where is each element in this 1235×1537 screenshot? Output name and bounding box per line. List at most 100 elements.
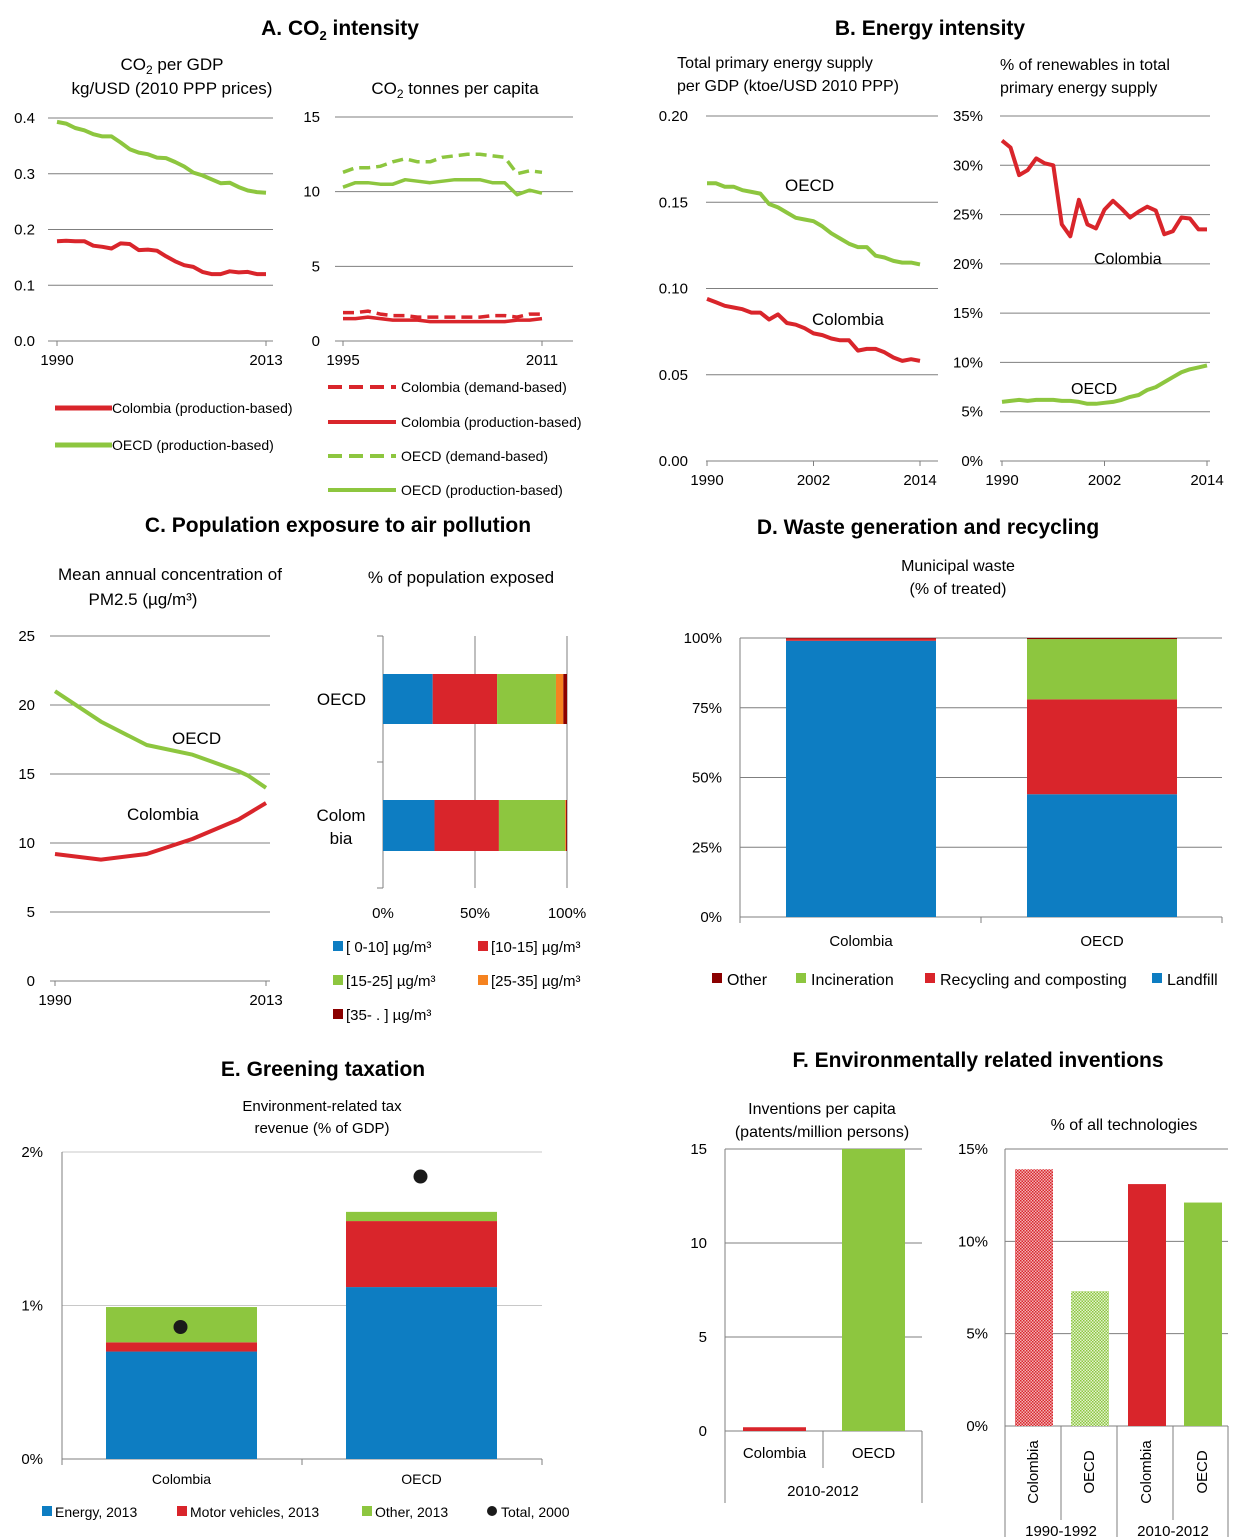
x-tick-label: 0% xyxy=(372,905,394,922)
legend-swatch-incineration xyxy=(796,973,806,983)
category-label-colombia-2: bia xyxy=(330,829,353,848)
period-label: 2010-2012 xyxy=(1137,1523,1209,1537)
y-tick-label: 0.0 xyxy=(14,333,35,350)
bar-segment xyxy=(498,800,566,851)
bar-segment xyxy=(566,800,567,851)
y-tick-label: 0.1 xyxy=(14,277,35,294)
legend-label: [25-35] µg/m³ xyxy=(491,973,581,990)
x-tick-label: 100% xyxy=(548,905,586,922)
series-label-colombia: Colombia xyxy=(1094,251,1162,268)
bar-segment xyxy=(383,674,433,724)
y-tick-label: 30% xyxy=(953,157,983,174)
series-line-colombia xyxy=(1000,139,1207,239)
x-tick-label: 2014 xyxy=(1190,472,1223,489)
y-tick-label: 0% xyxy=(966,1418,988,1435)
legend-swatch-35-plus xyxy=(333,1009,343,1019)
series-label-colombia: Colombia xyxy=(812,310,884,329)
legend-swatch-recycling xyxy=(925,973,935,983)
legend-label: Colombia (demand-based) xyxy=(401,379,567,395)
x-tick-label: 2014 xyxy=(903,472,936,489)
y-tick-label: 5% xyxy=(961,404,983,421)
bar-segment xyxy=(1027,699,1177,795)
y-tick-label: 20% xyxy=(953,256,983,273)
bar xyxy=(842,1149,905,1431)
period-label: 1990-1992 xyxy=(1025,1523,1097,1537)
legend-swatch-landfill xyxy=(1152,973,1162,983)
legend-label: [15-25] µg/m³ xyxy=(346,973,436,990)
y-tick-label: 0.05 xyxy=(659,367,688,384)
y-tick-label: 0% xyxy=(21,1451,43,1468)
series-line-oecd xyxy=(53,689,268,790)
y-tick-label: 10% xyxy=(958,1233,988,1250)
y-tick-label: 0.15 xyxy=(659,194,688,211)
series-line-colombia-production-based- xyxy=(56,238,266,277)
bar-segment xyxy=(432,674,498,724)
legend-swatch-energy xyxy=(42,1506,52,1516)
panel-b-left-subtitle-1: Total primary energy supply xyxy=(677,55,873,72)
legend-label: Colombia (production-based) xyxy=(401,414,582,430)
series-line-oecd-production-based- xyxy=(56,119,267,195)
series-line-colombia xyxy=(706,297,921,363)
series-label-oecd: OECD xyxy=(172,729,221,748)
series-label-oecd: OECD xyxy=(785,176,834,195)
panel-b-left-subtitle-2: per GDP (ktoe/USD 2010 PPP) xyxy=(677,78,899,95)
y-tick-label: 10% xyxy=(953,354,983,371)
panel-d-subtitle-1: Municipal waste xyxy=(901,558,1015,575)
panel-f-right-subtitle: % of all technologies xyxy=(1051,1117,1198,1134)
y-tick-label: 25% xyxy=(953,207,983,224)
y-tick-label: 25 xyxy=(18,628,35,645)
x-category-label: Colombia xyxy=(1138,1440,1155,1504)
y-tick-label: 2% xyxy=(21,1144,43,1161)
y-tick-label: 75% xyxy=(692,700,722,717)
x-tick-label: 2002 xyxy=(1088,472,1121,489)
x-category-label: Colombia xyxy=(152,1471,211,1487)
x-tick-label: 2013 xyxy=(249,992,282,1009)
x-category-label: OECD xyxy=(401,1471,441,1487)
category-label-colombia-1: Colom xyxy=(316,806,365,825)
legend-label: OECD (production-based) xyxy=(401,482,563,498)
panel-a-right-legend: Colombia (demand-based) Colombia (produc… xyxy=(328,379,582,498)
y-tick-label: 15% xyxy=(958,1141,988,1158)
legend-label: Motor vehicles, 2013 xyxy=(190,1504,319,1520)
panel-c-title: C. Population exposure to air pollution xyxy=(145,514,531,537)
bar-segment xyxy=(383,800,435,851)
legend-swatch-25-35 xyxy=(478,975,488,985)
legend-label: OECD (demand-based) xyxy=(401,448,548,464)
y-tick-label: 0 xyxy=(27,973,35,990)
legend-label: Landfill xyxy=(1167,972,1218,989)
y-tick-label: 35% xyxy=(953,108,983,125)
x-tick-label: 1990 xyxy=(38,992,71,1009)
bar-segment xyxy=(565,800,567,851)
panel-d-legend: Other Incineration Recycling and compost… xyxy=(712,972,1218,989)
y-tick-label: 10 xyxy=(18,835,35,852)
x-tick-label: 1990 xyxy=(40,352,73,369)
total-2000-marker xyxy=(173,1319,188,1334)
x-category-label: Colombia xyxy=(743,1445,807,1462)
series-label-oecd: OECD xyxy=(1071,381,1117,398)
bar-segment xyxy=(346,1287,497,1459)
y-tick-label: 0% xyxy=(961,453,983,470)
x-category-label: Colombia xyxy=(1025,1440,1042,1504)
y-tick-label: 5 xyxy=(312,258,320,275)
panel-f-left-subtitle-1: Inventions per capita xyxy=(748,1101,896,1118)
series-line-colombia xyxy=(54,801,268,862)
legend-label: [10-15] µg/m³ xyxy=(491,939,581,956)
panel-b-right-subtitle-1: % of renewables in total xyxy=(1000,57,1170,74)
y-tick-label: 15 xyxy=(18,766,35,783)
x-tick-label: 2013 xyxy=(249,352,282,369)
panel-a-left-legend: Colombia (production-based) OECD (produc… xyxy=(55,400,293,453)
bar-segment xyxy=(434,800,499,851)
series-line-oecd-production-based- xyxy=(342,177,543,197)
series-line-oecd xyxy=(707,181,921,267)
bar xyxy=(1015,1169,1053,1426)
y-tick-label: 0.20 xyxy=(659,108,688,125)
total-2000-marker xyxy=(413,1169,428,1184)
legend-swatch-other xyxy=(712,973,722,983)
x-tick-label: 2011 xyxy=(526,352,558,369)
panel-a-right-subtitle: CO2 tonnes per capita xyxy=(371,79,539,101)
panel-e-subtitle-1: Environment-related tax xyxy=(242,1098,402,1115)
legend-label: Colombia (production-based) xyxy=(112,400,293,416)
panel-e-subtitle-2: revenue (% of GDP) xyxy=(254,1120,389,1137)
bar-segment xyxy=(555,674,564,724)
panel-e-legend: Energy, 2013 Motor vehicles, 2013 Other,… xyxy=(42,1504,570,1520)
